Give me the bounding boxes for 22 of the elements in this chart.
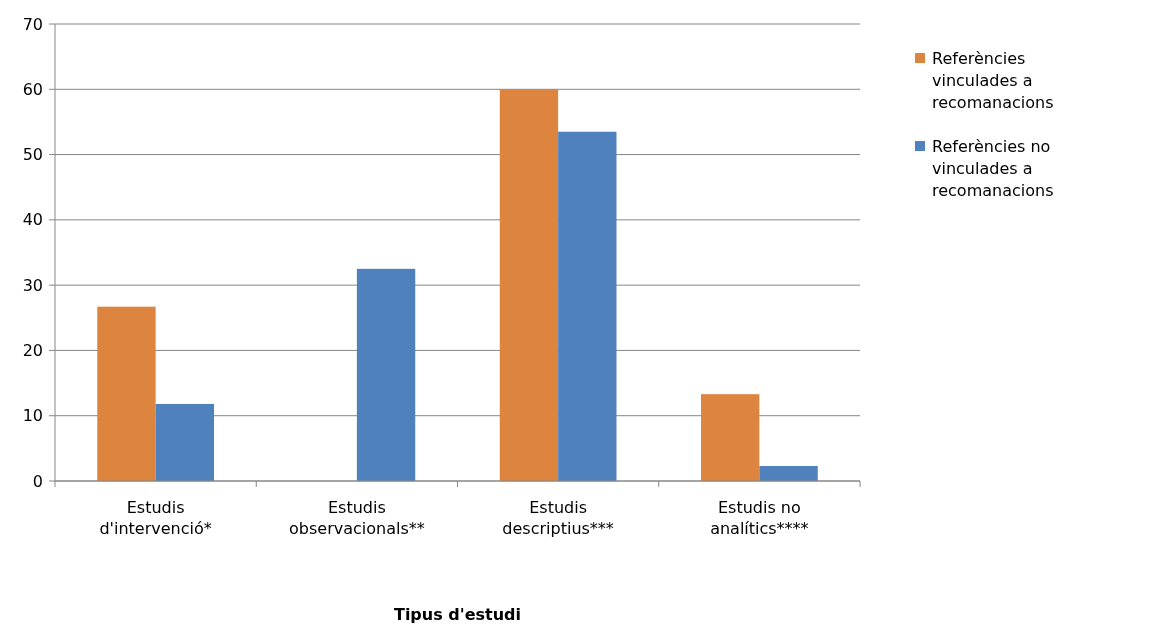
x-tick-label: Estudis d'intervenció* (99, 498, 212, 538)
y-tick-label: 60 (22, 79, 43, 99)
x-tick-label: Estudis descriptius*** (502, 498, 614, 538)
bar (499, 89, 559, 481)
bar (701, 394, 760, 481)
y-tick-label: 30 (22, 275, 43, 295)
y-tick-label: 40 (22, 210, 43, 230)
y-tick-label: 70 (22, 14, 43, 34)
y-tick-label: 10 (22, 406, 43, 426)
bar (558, 131, 617, 481)
x-axis-title: Tipus d'estudi (393, 605, 522, 624)
legend-label: Referències vinculades a recomanacions (932, 48, 1054, 112)
bar (759, 465, 818, 481)
x-tick-label: Estudis no analítics**** (710, 498, 809, 538)
y-tick-label: 20 (22, 341, 43, 361)
legend-label: Referències no vinculades a recomanacions (932, 136, 1054, 200)
bar (97, 306, 156, 481)
y-tick-label: 0 (32, 471, 43, 491)
bar (155, 403, 214, 481)
x-tick-label: Estudis observacionals** (289, 498, 425, 538)
y-tick-label: 50 (22, 145, 43, 165)
bar (356, 268, 416, 481)
